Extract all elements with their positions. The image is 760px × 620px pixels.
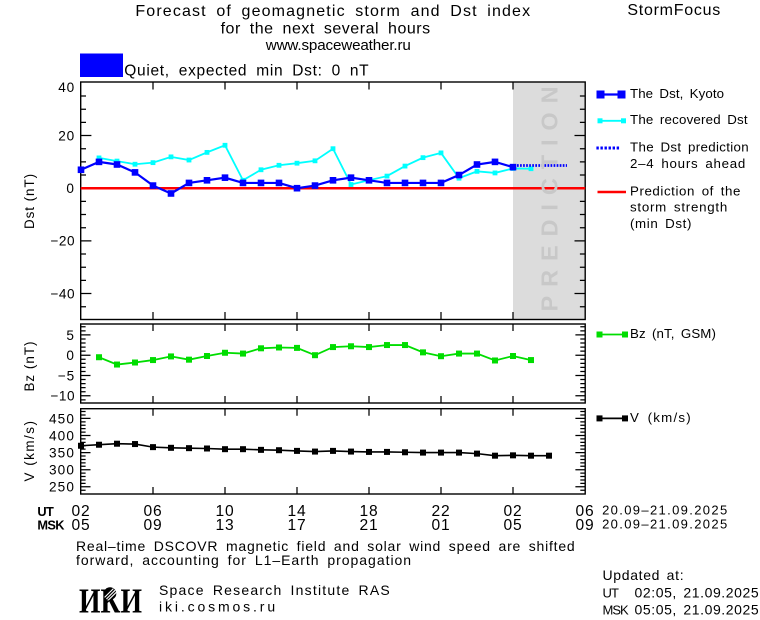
- svg-text:storm strength: storm strength: [630, 200, 728, 215]
- svg-text:Bz (nT): Bz (nT): [22, 340, 37, 391]
- svg-text:02: 02: [504, 503, 523, 520]
- svg-text:5: 5: [66, 328, 75, 343]
- svg-text:05: 05: [72, 517, 91, 534]
- svg-text:350: 350: [49, 446, 75, 461]
- svg-text:Quiet, expected min Dst: 0 nT: Quiet, expected min Dst: 0 nT: [124, 62, 369, 79]
- svg-text:13: 13: [216, 517, 235, 534]
- svg-text:06: 06: [576, 503, 595, 520]
- svg-text:(min Dst): (min Dst): [630, 216, 692, 231]
- svg-text:iki.cosmos.ru: iki.cosmos.ru: [159, 598, 278, 614]
- svg-text:0: 0: [66, 348, 75, 363]
- svg-text:17: 17: [288, 517, 307, 534]
- svg-text:40: 40: [58, 80, 75, 95]
- svg-text:05: 05: [504, 517, 523, 534]
- svg-text:Updated at:: Updated at:: [603, 567, 685, 583]
- svg-text:The Dst, Kyoto: The Dst, Kyoto: [630, 86, 724, 101]
- svg-text:2–4 hours ahead: 2–4 hours ahead: [630, 156, 746, 171]
- svg-text:PREDICTION: PREDICTION: [537, 78, 563, 312]
- svg-text:Space Research Institute RAS: Space Research Institute RAS: [159, 582, 391, 598]
- svg-text:The recovered Dst: The recovered Dst: [630, 112, 748, 127]
- svg-text:Real–time DSCOVR magnetic fiel: Real–time DSCOVR magnetic field and sola…: [76, 538, 575, 554]
- svg-text:400: 400: [49, 428, 75, 443]
- svg-text:10: 10: [216, 503, 235, 520]
- svg-text:StormFocus: StormFocus: [627, 2, 721, 19]
- svg-text:06: 06: [144, 503, 163, 520]
- svg-text:The Dst prediction: The Dst prediction: [630, 140, 749, 155]
- svg-text:UT: UT: [37, 504, 54, 519]
- svg-text:09: 09: [144, 517, 163, 534]
- svg-text:300: 300: [49, 463, 75, 478]
- svg-text:21: 21: [360, 517, 379, 534]
- svg-text:02:05, 21.09.2025: 02:05, 21.09.2025: [635, 584, 760, 600]
- svg-text:−20: −20: [51, 234, 76, 249]
- svg-text:−5: −5: [58, 368, 75, 383]
- svg-text:0: 0: [66, 181, 75, 196]
- svg-text:MSK: MSK: [603, 603, 630, 618]
- svg-text:250: 250: [49, 480, 75, 495]
- svg-text:Bz (nT, GSM): Bz (nT, GSM): [630, 326, 716, 341]
- svg-text:V (km/s): V (km/s): [630, 410, 692, 425]
- svg-text:02: 02: [72, 503, 91, 520]
- svg-text:MSK: MSK: [37, 518, 65, 533]
- svg-text:Prediction of the: Prediction of the: [630, 183, 741, 198]
- svg-text:14: 14: [288, 503, 307, 520]
- svg-text:05:05, 21.09.2025: 05:05, 21.09.2025: [635, 602, 760, 618]
- svg-text:UT: UT: [603, 585, 619, 600]
- svg-text:18: 18: [360, 503, 379, 520]
- svg-text:20.09–21.09.2025: 20.09–21.09.2025: [602, 517, 728, 532]
- svg-text:20: 20: [58, 128, 75, 143]
- svg-text:−10: −10: [51, 389, 76, 404]
- svg-text:for the next several hours: for the next several hours: [221, 20, 431, 37]
- svg-text:01: 01: [432, 517, 451, 534]
- svg-text:450: 450: [49, 411, 75, 426]
- svg-text:Dst (nT): Dst (nT): [22, 173, 37, 229]
- svg-text:ИКИ: ИКИ: [79, 582, 142, 620]
- svg-text:22: 22: [432, 503, 451, 520]
- svg-text:V (km/s): V (km/s): [22, 420, 37, 482]
- svg-text:forward, accounting for L1–Ear: forward, accounting for L1–Earth propaga…: [76, 552, 412, 568]
- svg-text:−40: −40: [51, 286, 76, 301]
- svg-text:20.09–21.09.2025: 20.09–21.09.2025: [602, 503, 728, 518]
- svg-text:09: 09: [576, 517, 595, 534]
- svg-text:www.spaceweather.ru: www.spaceweather.ru: [265, 37, 411, 54]
- svg-text:Forecast of geomagnetic storm: Forecast of geomagnetic storm and Dst in…: [135, 3, 531, 20]
